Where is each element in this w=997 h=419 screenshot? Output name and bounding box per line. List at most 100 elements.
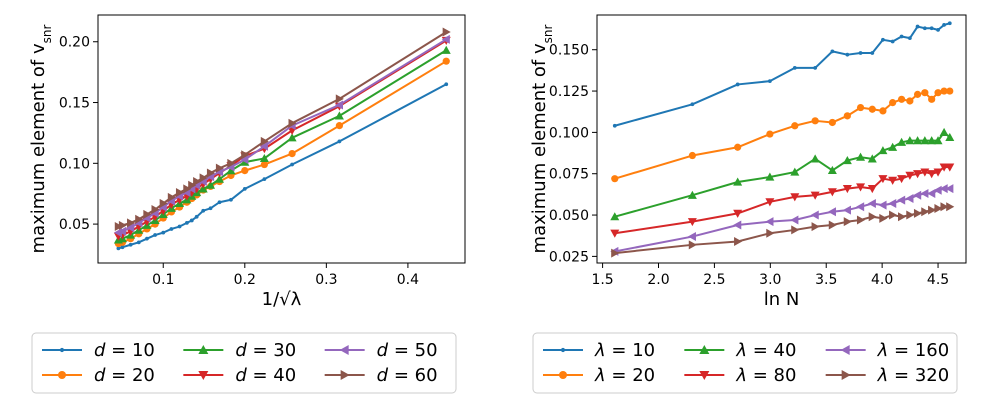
data-point bbox=[920, 189, 929, 199]
data-point bbox=[792, 66, 797, 70]
legend-label: d = 50 bbox=[377, 340, 438, 361]
data-point bbox=[262, 177, 267, 182]
data-point bbox=[921, 207, 930, 217]
data-point bbox=[442, 57, 450, 65]
legend-entry: λ = 40 bbox=[684, 340, 796, 361]
y-axis-label: maximum element of vsnr bbox=[529, 24, 555, 253]
legend-value: 40 bbox=[774, 340, 797, 361]
data-point bbox=[856, 183, 866, 192]
data-point bbox=[159, 198, 168, 208]
data-point bbox=[733, 177, 743, 186]
y-tick-label: 0.150 bbox=[549, 43, 589, 59]
data-point bbox=[813, 66, 818, 70]
series-1 bbox=[116, 82, 449, 251]
data-point bbox=[946, 87, 954, 95]
data-point bbox=[811, 222, 820, 232]
x-tick-label: 3.5 bbox=[815, 272, 837, 288]
series-2 bbox=[114, 57, 450, 248]
data-point bbox=[920, 136, 930, 145]
data-point bbox=[868, 105, 876, 113]
data-point bbox=[687, 218, 697, 227]
series-3 bbox=[113, 45, 451, 244]
data-point bbox=[905, 171, 915, 180]
data-point bbox=[337, 139, 342, 144]
data-point bbox=[687, 232, 696, 242]
legend-label: d = 30 bbox=[235, 340, 296, 361]
legend-variable: d bbox=[235, 365, 247, 386]
series-4 bbox=[610, 163, 955, 238]
data-point bbox=[241, 167, 249, 175]
legend-label: d = 60 bbox=[377, 365, 438, 386]
data-point bbox=[169, 227, 174, 231]
data-point bbox=[260, 136, 269, 146]
data-point bbox=[934, 89, 942, 97]
legend-variable: λ bbox=[735, 365, 747, 386]
data-point bbox=[810, 191, 820, 200]
data-point bbox=[858, 51, 863, 55]
legend-box bbox=[31, 332, 457, 394]
axes-frame bbox=[97, 14, 466, 264]
data-point bbox=[193, 177, 202, 187]
data-point bbox=[856, 152, 866, 161]
data-point bbox=[888, 176, 898, 185]
legend-value: 40 bbox=[273, 365, 296, 386]
data-point bbox=[206, 180, 216, 189]
data-point bbox=[827, 165, 837, 175]
series-5 bbox=[610, 184, 954, 256]
data-point bbox=[287, 133, 297, 142]
x-tick-label: 4.5 bbox=[927, 272, 949, 288]
series-6 bbox=[611, 202, 955, 258]
legend-variable: d bbox=[377, 365, 389, 386]
data-point bbox=[687, 190, 697, 199]
legend-entry: λ = 20 bbox=[543, 365, 655, 386]
legend-label: λ = 320 bbox=[877, 365, 950, 386]
data-point bbox=[688, 151, 696, 160]
data-point bbox=[842, 185, 852, 194]
legend-equals: = bbox=[888, 365, 915, 386]
legend-entry: d = 30 bbox=[183, 340, 296, 361]
data-point bbox=[790, 193, 800, 202]
legend-label: d = 40 bbox=[235, 365, 296, 386]
data-point bbox=[939, 163, 949, 172]
x-tick-label: 0.4 bbox=[397, 272, 419, 288]
data-point bbox=[933, 136, 943, 145]
y-axis-label-main: maximum element of v bbox=[28, 43, 49, 253]
data-point bbox=[897, 212, 907, 222]
data-point bbox=[199, 173, 208, 183]
y-axis-label-sub: snr bbox=[541, 24, 555, 43]
legend-variable: λ bbox=[735, 340, 747, 361]
legend-value: 20 bbox=[132, 365, 155, 386]
series-3 bbox=[610, 127, 955, 221]
data-point bbox=[188, 180, 197, 190]
data-point bbox=[879, 213, 888, 223]
legend-label: λ = 10 bbox=[594, 340, 655, 361]
data-point bbox=[766, 228, 775, 238]
legend-label: λ = 80 bbox=[735, 365, 796, 386]
data-point bbox=[241, 150, 250, 160]
series-line bbox=[118, 31, 447, 228]
legend-entry: λ = 160 bbox=[825, 340, 949, 361]
data-point bbox=[790, 215, 799, 225]
data-point bbox=[929, 26, 934, 31]
y-tick-label: 0.050 bbox=[549, 208, 589, 224]
x-tick-label: 2.0 bbox=[647, 272, 669, 288]
data-point bbox=[153, 233, 157, 237]
data-point bbox=[734, 237, 743, 247]
y-axis-label-sub: snr bbox=[40, 24, 54, 43]
legend-equals: = bbox=[747, 365, 774, 386]
legend-value: 30 bbox=[273, 340, 296, 361]
data-point bbox=[791, 122, 799, 130]
data-point bbox=[611, 175, 619, 183]
data-point bbox=[913, 90, 922, 98]
data-point bbox=[143, 209, 152, 219]
y-axis-label: maximum element of vsnr bbox=[28, 24, 54, 253]
y-tick-label: 0.125 bbox=[549, 84, 589, 100]
data-point bbox=[940, 202, 949, 212]
data-point bbox=[936, 27, 940, 32]
data-point bbox=[920, 168, 930, 177]
data-point bbox=[889, 210, 898, 220]
data-point bbox=[151, 205, 160, 215]
legend-marker bbox=[840, 345, 850, 355]
legend-variable: λ bbox=[594, 340, 606, 361]
